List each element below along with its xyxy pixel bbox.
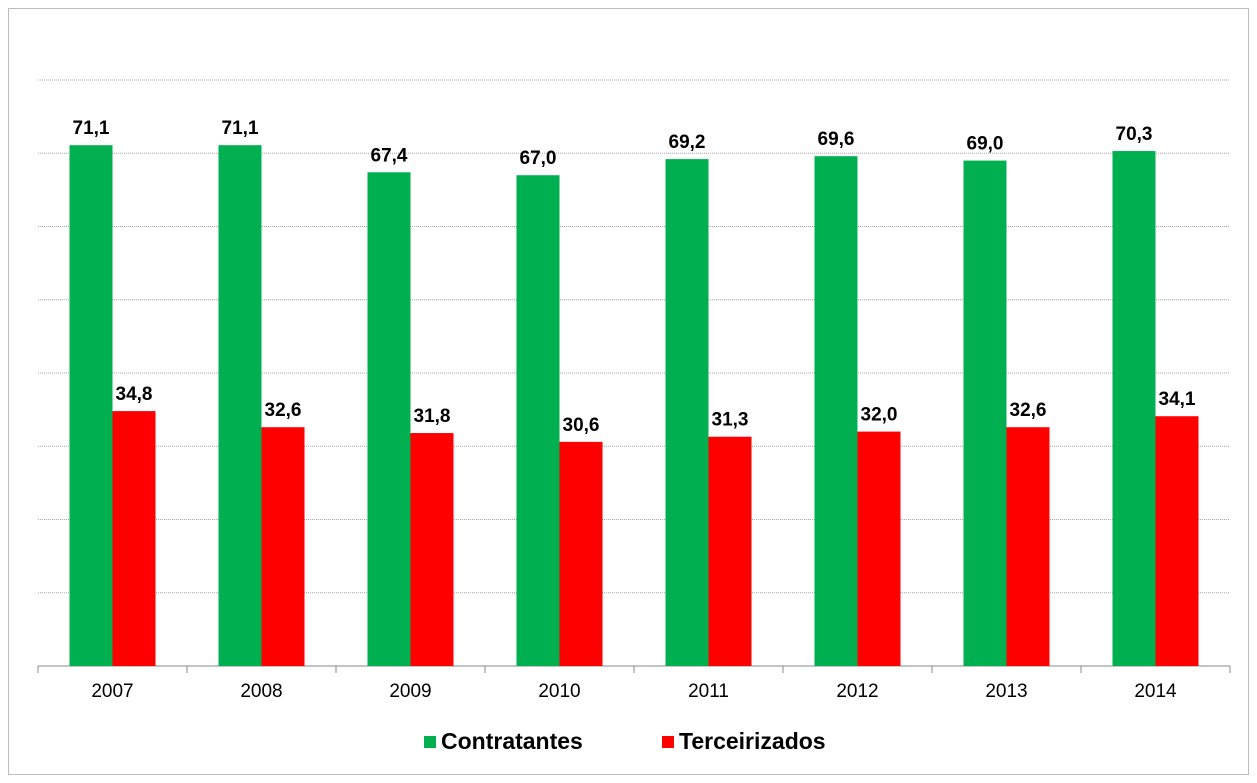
bar bbox=[1006, 427, 1050, 666]
bar bbox=[261, 427, 305, 666]
value-label: 32,6 bbox=[265, 400, 302, 421]
legend-swatch bbox=[424, 736, 436, 748]
value-label: 69,2 bbox=[669, 132, 706, 153]
value-label: 34,1 bbox=[1159, 389, 1196, 410]
value-label: 71,1 bbox=[222, 118, 259, 139]
bar bbox=[963, 160, 1007, 666]
x-tick-label: 2007 bbox=[91, 681, 133, 702]
bar bbox=[516, 175, 560, 666]
x-tick-label: 2013 bbox=[985, 681, 1027, 702]
value-label: 31,3 bbox=[712, 410, 749, 431]
value-label: 67,4 bbox=[371, 145, 408, 166]
bar bbox=[665, 159, 709, 667]
bar bbox=[69, 145, 113, 666]
value-label: 31,8 bbox=[414, 406, 451, 427]
bar bbox=[1155, 416, 1199, 666]
x-tick-label: 2008 bbox=[240, 681, 282, 702]
x-tick-label: 2010 bbox=[538, 681, 580, 702]
legend-label: Terceirizados bbox=[679, 728, 826, 754]
bar bbox=[559, 441, 603, 666]
chart-border bbox=[8, 8, 1249, 775]
bar bbox=[112, 411, 156, 666]
legend-swatch bbox=[662, 736, 674, 748]
bar bbox=[410, 433, 454, 666]
value-label: 32,0 bbox=[861, 405, 898, 426]
value-label: 71,1 bbox=[73, 118, 110, 139]
value-label: 69,0 bbox=[967, 134, 1004, 155]
value-label: 34,8 bbox=[116, 384, 153, 405]
legend-label: Contratantes bbox=[441, 728, 583, 754]
value-label: 69,6 bbox=[818, 129, 855, 150]
x-tick-label: 2009 bbox=[389, 681, 431, 702]
bar bbox=[1112, 151, 1156, 667]
bar bbox=[367, 172, 411, 667]
bar bbox=[218, 145, 262, 666]
value-label: 32,6 bbox=[1010, 400, 1047, 421]
x-tick-label: 2011 bbox=[688, 681, 729, 702]
value-label: 67,0 bbox=[520, 148, 557, 169]
x-tick-label: 2014 bbox=[1134, 681, 1177, 702]
bar bbox=[708, 436, 752, 666]
bar bbox=[814, 156, 858, 666]
x-tick-label: 2012 bbox=[836, 681, 878, 702]
value-label: 70,3 bbox=[1116, 124, 1153, 145]
value-label: 30,6 bbox=[563, 415, 600, 436]
bar bbox=[857, 431, 901, 666]
